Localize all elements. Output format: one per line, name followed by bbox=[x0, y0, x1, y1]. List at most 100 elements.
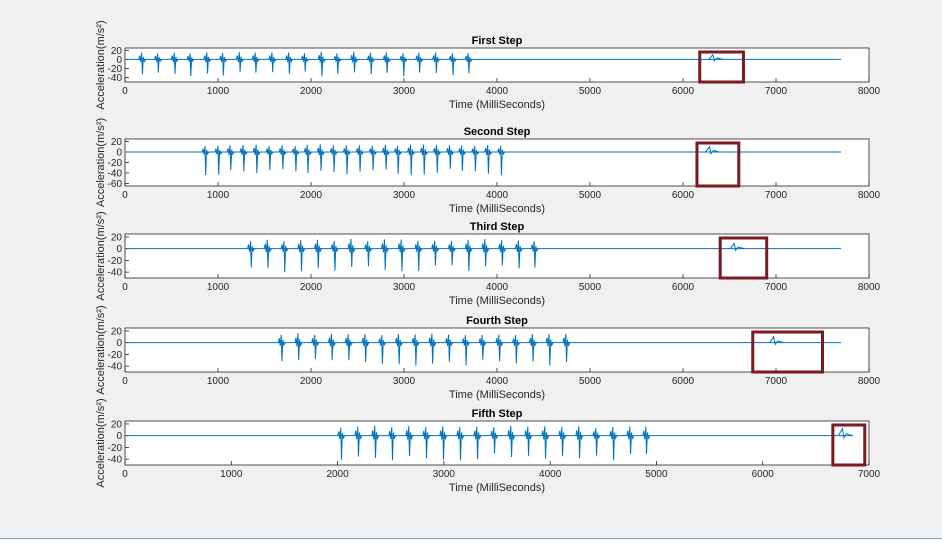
signal-spike bbox=[512, 335, 521, 364]
x-tick-label: 7000 bbox=[765, 376, 788, 387]
x-tick-label: 5000 bbox=[579, 282, 602, 293]
x-tick-label: 8000 bbox=[858, 190, 881, 201]
subplot-title: Second Step bbox=[464, 126, 531, 138]
signal-spike bbox=[498, 239, 507, 266]
x-tick-label: 3000 bbox=[433, 469, 456, 480]
signal-spike bbox=[317, 51, 326, 77]
signal-spike bbox=[471, 145, 480, 172]
x-tick-label: 8000 bbox=[858, 376, 881, 387]
signal-spike bbox=[364, 241, 373, 267]
x-tick-label: 0 bbox=[122, 469, 128, 480]
x-tick-label: 1000 bbox=[207, 376, 230, 387]
signal-spike bbox=[263, 239, 272, 269]
y-tick-label: -40 bbox=[108, 362, 123, 373]
signal-spike bbox=[154, 53, 162, 73]
signal-spike bbox=[367, 52, 375, 75]
signal-spike bbox=[481, 239, 490, 267]
x-axis-label: Time (MilliSeconds) bbox=[449, 99, 545, 111]
signal-spike bbox=[575, 425, 584, 459]
y-tick-label: 0 bbox=[116, 55, 122, 66]
status-strip bbox=[0, 538, 942, 544]
signal-spike bbox=[609, 426, 618, 461]
signal-spike bbox=[138, 52, 147, 75]
signal-spike bbox=[405, 425, 414, 457]
signal-spike bbox=[545, 333, 554, 366]
signal-spike bbox=[397, 239, 406, 272]
y-tick-label: -20 bbox=[108, 350, 123, 361]
x-tick-label: 5000 bbox=[579, 376, 602, 387]
y-tick-label: -40 bbox=[108, 268, 123, 279]
x-tick-label: 1000 bbox=[207, 282, 230, 293]
highlight-event bbox=[705, 145, 720, 155]
signal-spike bbox=[303, 144, 312, 174]
y-tick-label: -40 bbox=[108, 73, 123, 84]
signal-spike bbox=[371, 425, 380, 458]
x-axis-label: Time (MilliSeconds) bbox=[449, 295, 545, 307]
x-tick-label: 0 bbox=[122, 190, 128, 201]
signal-spike bbox=[311, 334, 320, 360]
signal-spike bbox=[528, 334, 537, 362]
x-tick-label: 2000 bbox=[300, 282, 323, 293]
signal-spike bbox=[626, 426, 635, 455]
y-tick-label: -20 bbox=[108, 443, 123, 454]
signal-spike bbox=[368, 145, 377, 171]
signal-spike bbox=[329, 145, 338, 173]
signal-spike bbox=[344, 334, 353, 360]
signal-spike bbox=[226, 145, 235, 171]
signal-spike bbox=[448, 53, 457, 76]
signal-spike bbox=[354, 426, 363, 457]
x-tick-label: 3000 bbox=[393, 282, 416, 293]
signal-spike bbox=[394, 145, 402, 174]
signal-spike bbox=[399, 53, 408, 77]
highlight-box bbox=[718, 236, 769, 280]
signal-spike bbox=[461, 334, 470, 366]
signal-spike bbox=[558, 426, 567, 457]
signal-spike bbox=[407, 144, 415, 176]
signal-spike bbox=[507, 425, 516, 458]
x-tick-label: 2000 bbox=[326, 469, 349, 480]
signal-spike bbox=[251, 52, 260, 73]
signal-spike bbox=[333, 53, 342, 74]
signal-spike bbox=[252, 144, 261, 174]
signal-spike bbox=[378, 335, 387, 365]
x-tick-label: 8000 bbox=[858, 282, 881, 293]
y-axis-label: Acceleration(m/s²) bbox=[95, 118, 107, 207]
signal-spike bbox=[456, 426, 465, 461]
signal-spike bbox=[414, 240, 423, 271]
signal-spike bbox=[201, 145, 210, 176]
x-tick-label: 4000 bbox=[539, 469, 562, 480]
x-axis-label: Time (MilliSeconds) bbox=[449, 203, 545, 215]
y-tick-label: -40 bbox=[108, 455, 123, 466]
highlight-event bbox=[769, 335, 784, 346]
signal-spike bbox=[277, 334, 286, 362]
x-axis-label: Time (MilliSeconds) bbox=[449, 389, 545, 401]
signal-spike bbox=[265, 145, 274, 171]
x-tick-label: 7000 bbox=[858, 469, 881, 480]
signal-spike bbox=[347, 238, 356, 267]
x-tick-label: 8000 bbox=[858, 86, 881, 97]
x-tick-label: 4000 bbox=[486, 282, 509, 293]
highlight-box bbox=[695, 141, 741, 188]
signal-spike bbox=[433, 144, 441, 174]
y-tick-label: -40 bbox=[108, 168, 123, 179]
y-tick-label: -60 bbox=[108, 179, 123, 190]
signal-spike bbox=[291, 146, 300, 172]
x-tick-label: 4000 bbox=[486, 86, 509, 97]
x-tick-label: 6000 bbox=[672, 376, 695, 387]
signal-spike bbox=[428, 333, 437, 364]
x-tick-label: 1000 bbox=[207, 86, 230, 97]
signal-spike bbox=[170, 52, 179, 75]
signal-spike bbox=[447, 240, 456, 266]
signal-spike bbox=[420, 144, 428, 175]
signal-spike bbox=[268, 52, 277, 73]
x-axis-label: Time (MilliSeconds) bbox=[449, 482, 545, 494]
y-tick-label: 0 bbox=[116, 244, 122, 255]
signal-spike bbox=[342, 145, 351, 175]
plot-area bbox=[124, 47, 870, 83]
signal-spike bbox=[497, 145, 506, 176]
subplot-2: Second Step 0 1000 2000 3000 4000 5000 6000 7000… bbox=[95, 118, 881, 215]
y-tick-label: 0 bbox=[116, 431, 122, 442]
signal-spike bbox=[294, 333, 303, 361]
signal-spike bbox=[415, 52, 424, 73]
